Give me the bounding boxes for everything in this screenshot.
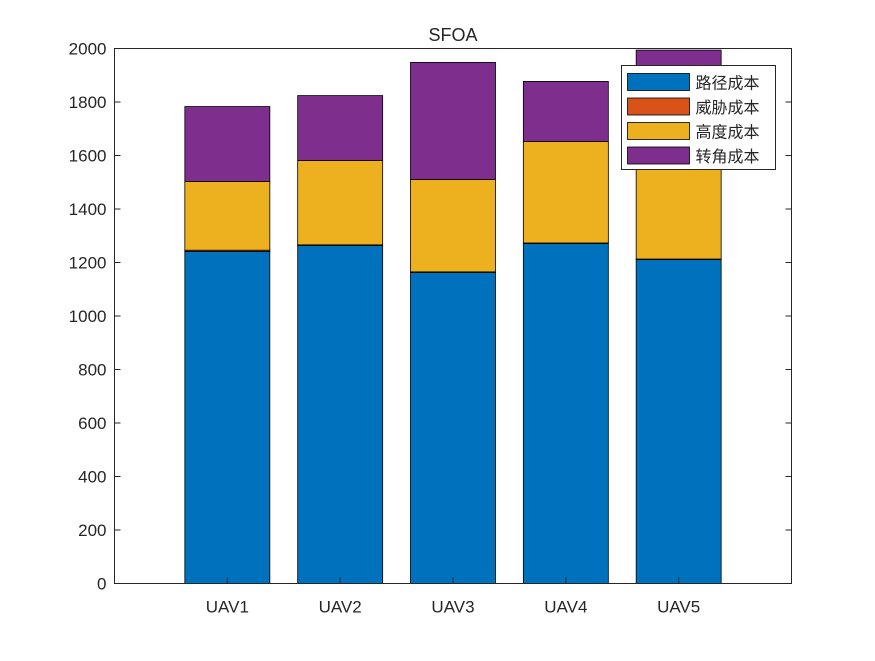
bar-UAV2-series-0 — [297, 244, 384, 584]
bar-UAV2-series-3 — [297, 95, 384, 161]
y-tick-label: 1400 — [69, 200, 107, 219]
legend-swatch-3 — [627, 146, 690, 165]
bar-UAV3-series-2 — [410, 179, 496, 273]
y-tick-label: 0 — [97, 575, 106, 594]
y-tick-label: 1000 — [69, 307, 107, 326]
legend-label-0: 路径成本 — [696, 75, 760, 93]
legend-label-3: 转角成本 — [696, 148, 760, 166]
bar-UAV4-series-2 — [522, 141, 609, 244]
legend-swatch-1 — [627, 97, 690, 116]
y-tick-label: 1800 — [69, 93, 107, 112]
bar-UAV4-series-3 — [522, 81, 609, 142]
bar-UAV3-series-0 — [410, 271, 496, 584]
legend-swatch-2 — [627, 122, 690, 140]
bar-UAV5-series-0 — [635, 259, 722, 584]
legend-label-1: 威胁成本 — [696, 99, 760, 117]
legend-label-2: 高度成本 — [696, 124, 760, 142]
y-tick-label: 2000 — [69, 40, 107, 59]
legend-swatch-0 — [627, 73, 690, 91]
bar-UAV1-series-2 — [184, 181, 271, 251]
x-tick-label: UAV2 — [319, 598, 362, 617]
x-tick-label: UAV5 — [657, 598, 700, 617]
x-tick-label: UAV1 — [206, 598, 249, 617]
x-tick-label: UAV3 — [431, 598, 474, 617]
y-tick-label: 1600 — [69, 147, 107, 166]
chart-title: SFOA — [428, 25, 477, 45]
y-tick-label: 600 — [78, 414, 106, 433]
y-tick-label: 400 — [78, 468, 106, 487]
bar-UAV3-series-3 — [410, 62, 496, 180]
bar-UAV2-series-2 — [297, 160, 384, 246]
y-tick-label: 800 — [78, 361, 106, 380]
bar-UAV4-series-0 — [522, 243, 609, 584]
y-tick-label: 1200 — [69, 254, 107, 273]
y-tick-label: 200 — [78, 521, 106, 540]
bar-UAV1-series-3 — [184, 106, 271, 182]
x-tick-label: UAV4 — [544, 598, 587, 617]
bar-UAV1-series-0 — [184, 251, 271, 584]
